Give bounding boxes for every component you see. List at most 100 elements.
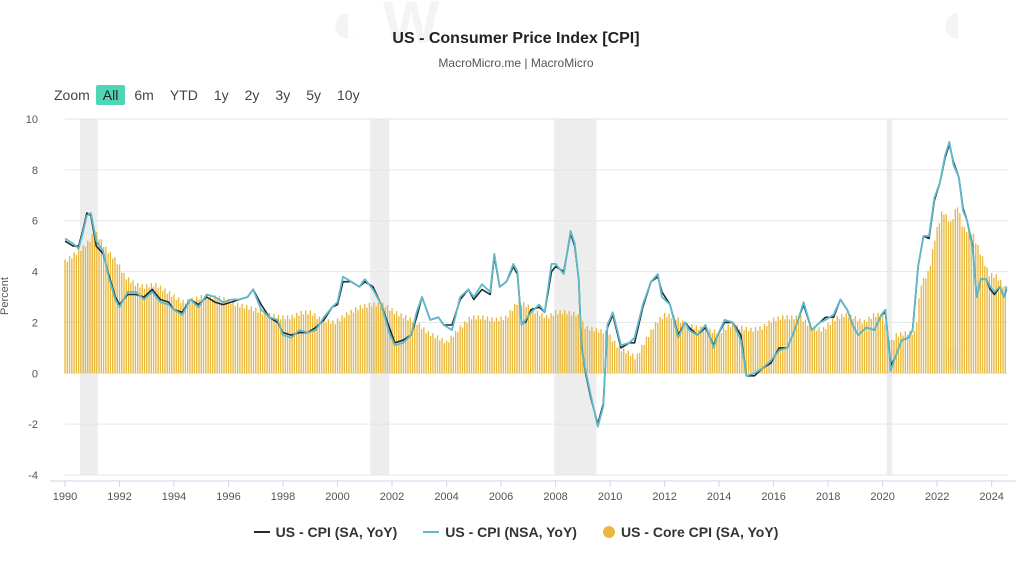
core-cpi-bar xyxy=(806,325,809,374)
core-cpi-bar xyxy=(489,320,491,374)
core-cpi-bar xyxy=(623,348,625,374)
core-cpi-bar xyxy=(711,332,713,374)
core-cpi-bar xyxy=(831,318,834,374)
zoom-2y-button[interactable]: 2y xyxy=(244,87,260,103)
core-cpi-bar xyxy=(611,341,614,374)
core-cpi-bar xyxy=(366,307,368,374)
core-cpi-bar xyxy=(450,335,452,374)
core-cpi-bar xyxy=(697,329,700,374)
zoom-ytd-button[interactable]: YTD xyxy=(169,87,198,103)
core-cpi-bar xyxy=(586,325,589,374)
core-cpi-bar xyxy=(961,226,963,374)
core-cpi-bar xyxy=(891,339,893,374)
core-cpi-bar xyxy=(732,323,734,374)
core-cpi-bar xyxy=(545,314,548,374)
core-cpi-bar xyxy=(473,315,475,374)
core-cpi-bar xyxy=(436,335,439,374)
legend-item-cpi-nsa[interactable]: US - CPI (NSA, YoY) xyxy=(423,524,577,540)
core-cpi-bar xyxy=(504,315,507,374)
core-cpi-bar xyxy=(73,252,75,374)
x-tick-label: 2018 xyxy=(816,491,840,503)
core-cpi-bar xyxy=(770,322,773,374)
core-cpi-bar xyxy=(838,319,841,374)
core-cpi-bar xyxy=(93,233,96,374)
zoom-3y-button[interactable]: 3y xyxy=(275,87,291,103)
core-cpi-bar xyxy=(613,340,616,374)
core-cpi-bar xyxy=(993,277,995,374)
core-cpi-bar xyxy=(918,298,920,374)
core-cpi-bar xyxy=(327,319,330,374)
core-cpi-bar xyxy=(1004,285,1006,374)
core-cpi-bar xyxy=(307,314,309,374)
core-cpi-bar xyxy=(668,313,670,374)
core-cpi-bar xyxy=(273,313,275,374)
core-cpi-bar xyxy=(248,309,250,374)
core-cpi-bar xyxy=(493,321,495,374)
legend-item-core-cpi[interactable]: US - Core CPI (SA, YoY) xyxy=(602,524,778,540)
core-cpi-bar xyxy=(677,317,679,374)
core-cpi-bar xyxy=(161,291,164,374)
core-cpi-bar xyxy=(168,291,171,374)
core-cpi-bar xyxy=(370,306,373,374)
core-cpi-bar xyxy=(98,239,100,374)
core-cpi-bar xyxy=(441,337,443,374)
core-cpi-bar xyxy=(414,319,416,374)
core-cpi-bar xyxy=(588,330,591,374)
core-cpi-bar xyxy=(620,351,623,374)
core-cpi-bar xyxy=(795,315,798,374)
core-cpi-bar xyxy=(738,329,741,374)
core-cpi-bar xyxy=(913,330,916,374)
core-cpi-bar xyxy=(761,329,763,374)
core-cpi-bar xyxy=(66,261,68,374)
core-cpi-bar xyxy=(638,353,641,374)
core-cpi-bar xyxy=(332,320,334,374)
core-cpi-bar xyxy=(291,314,293,374)
zoom-10y-button[interactable]: 10y xyxy=(337,87,360,103)
core-cpi-bar xyxy=(334,324,336,374)
core-cpi-bar xyxy=(486,316,489,374)
core-cpi-bar xyxy=(196,296,198,374)
core-cpi-bar xyxy=(877,312,879,374)
core-cpi-bar xyxy=(1002,286,1004,374)
core-cpi-bar xyxy=(538,315,541,374)
core-cpi-bar xyxy=(959,213,961,374)
core-cpi-bar xyxy=(947,221,950,374)
core-cpi-bar xyxy=(886,328,888,374)
chart-plot[interactable]: -4 -2 0 2 4 6 8 10 1990 1992 1994 1996 1998 2000 2002 2… xyxy=(0,0,1032,520)
zoom-all-button[interactable]: All xyxy=(95,85,126,105)
core-cpi-bar xyxy=(257,312,259,374)
zoom-5y-button[interactable]: 5y xyxy=(306,87,321,103)
core-cpi-bar xyxy=(652,329,654,374)
core-cpi-bar xyxy=(956,207,959,374)
core-cpi-bar xyxy=(184,303,187,374)
core-cpi-bar xyxy=(695,325,698,374)
core-cpi-bar xyxy=(881,312,884,374)
core-cpi-bar xyxy=(927,271,929,374)
core-cpi-bar xyxy=(280,319,282,374)
core-cpi-bar xyxy=(934,240,936,374)
legend-label: US - CPI (NSA, YoY) xyxy=(445,524,577,540)
legend-item-cpi-sa[interactable]: US - CPI (SA, YoY) xyxy=(253,524,397,540)
core-cpi-bar xyxy=(202,298,205,374)
core-cpi-bar xyxy=(234,305,237,374)
core-cpi-bar xyxy=(829,324,832,374)
core-cpi-bar xyxy=(818,327,820,374)
core-cpi-bar xyxy=(223,297,225,374)
core-cpi-bar xyxy=(856,321,859,374)
core-cpi-bar xyxy=(859,318,861,374)
core-cpi-bar xyxy=(155,282,157,374)
core-cpi-bar xyxy=(214,295,216,374)
y-tick-label: 4 xyxy=(32,267,38,279)
core-cpi-bar xyxy=(768,320,770,374)
zoom-6m-button[interactable]: 6m xyxy=(134,87,154,103)
core-cpi-bar xyxy=(897,336,900,374)
core-cpi-bar xyxy=(854,316,857,374)
core-cpi-bar xyxy=(548,318,550,374)
zoom-1y-button[interactable]: 1y xyxy=(213,87,229,103)
core-cpi-bar xyxy=(339,320,341,374)
y-tick-label: 6 xyxy=(32,216,38,228)
core-cpi-bar xyxy=(568,310,570,374)
core-cpi-bar xyxy=(745,326,748,374)
core-cpi-bar xyxy=(870,319,872,374)
core-cpi-bar xyxy=(380,306,382,374)
